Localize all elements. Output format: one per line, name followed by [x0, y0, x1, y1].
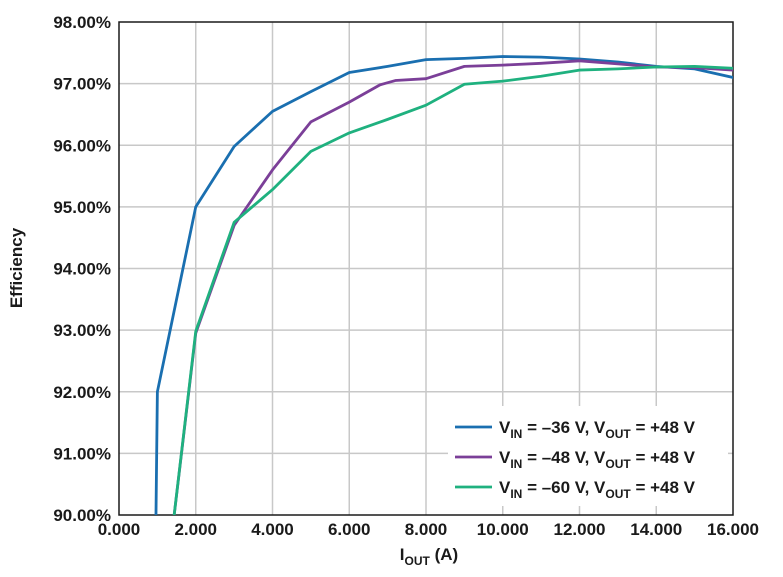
legend-label-2: VIN = –48 V, VOUT = +48 V — [499, 448, 696, 471]
x-axis-label-main: I — [400, 545, 405, 564]
x-tick-label: 10.000 — [477, 520, 529, 539]
series-line-2 — [172, 59, 733, 515]
legend-label-1: VIN = –36 V, VOUT = +48 V — [499, 418, 696, 441]
series-lines — [154, 55, 733, 515]
legend-box — [448, 406, 728, 506]
x-axis-label-subscript: OUT — [405, 554, 431, 568]
y-axis-ticks: 90.00% 91.00% 92.00% 93.00% 94.00% 95.00% 96.0… — [53, 13, 111, 525]
y-tick-label: 93.00% — [53, 321, 111, 340]
x-axis-label: IOUT (A) — [400, 545, 458, 568]
x-tick-label: 8.000 — [405, 520, 448, 539]
x-tick-label: 12.000 — [554, 520, 606, 539]
x-tick-label: 2.000 — [174, 520, 217, 539]
legend: VIN = –36 V, VOUT = +48 V VIN = –48 V, VO… — [448, 406, 728, 506]
y-tick-label: 92.00% — [53, 383, 111, 402]
x-tick-label: 0.000 — [98, 520, 141, 539]
plot-frame — [118, 21, 734, 516]
y-tick-label: 96.00% — [53, 136, 111, 155]
y-axis-label: Efficiency — [7, 227, 26, 308]
series-line-3 — [172, 64, 733, 515]
x-axis-label-unit: (A) — [430, 545, 458, 564]
y-tick-label: 95.00% — [53, 198, 111, 217]
x-tick-label: 16.000 — [707, 520, 759, 539]
series-line-1 — [154, 55, 733, 515]
y-tick-label: 98.00% — [53, 13, 111, 32]
y-tick-label: 90.00% — [53, 506, 111, 525]
y-tick-label: 94.00% — [53, 260, 111, 279]
x-tick-label: 6.000 — [328, 520, 371, 539]
grid-lines — [119, 22, 733, 515]
legend-label-3: VIN = –60 V, VOUT = +48 V — [499, 478, 696, 501]
x-tick-label: 14.000 — [630, 520, 682, 539]
y-tick-label: 91.00% — [53, 444, 111, 463]
x-tick-label: 4.000 — [251, 520, 294, 539]
x-axis-ticks: 0.000 2.000 4.000 6.000 8.000 10.000 12.000 14.… — [98, 520, 759, 539]
y-tick-label: 97.00% — [53, 75, 111, 94]
